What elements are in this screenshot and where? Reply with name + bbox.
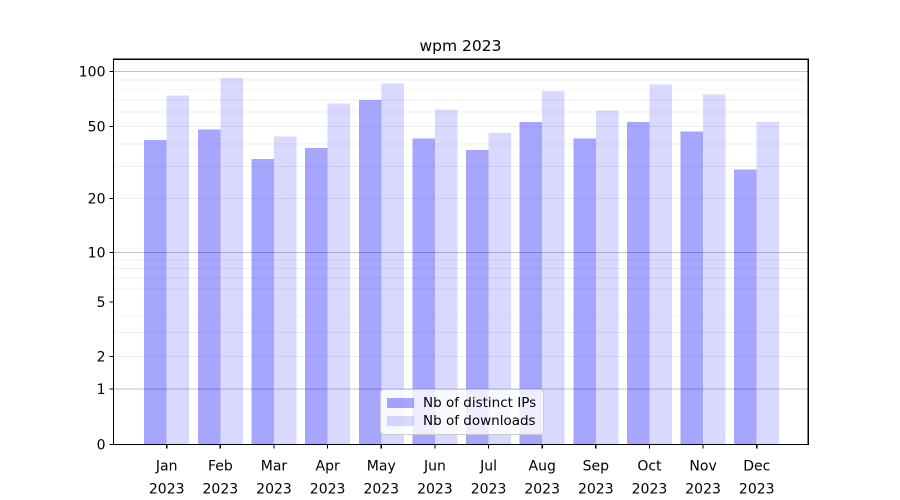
x-tick-label: Jun 2023 <box>417 459 453 498</box>
bar-downloads <box>166 95 190 445</box>
x-tick-label: Dec 2023 <box>739 459 775 498</box>
bar-downloads <box>595 110 619 445</box>
y-tick-label: 2 <box>97 350 106 366</box>
bar-distinct-ips <box>251 159 274 445</box>
x-tick-label: May 2023 <box>363 459 399 498</box>
legend-swatch-distinct-ips <box>387 398 414 408</box>
bar-distinct-ips <box>197 129 221 445</box>
chart-title: wpm 2023 <box>419 37 502 55</box>
legend-swatch-downloads <box>387 416 414 426</box>
y-tick-label: 1 <box>97 382 106 398</box>
bar-downloads <box>273 136 297 445</box>
x-tick-label: Jul 2023 <box>471 459 507 498</box>
bar-downloads <box>488 133 512 445</box>
bar-distinct-ips <box>519 121 543 445</box>
y-tick-label: 5 <box>97 295 106 311</box>
bar-distinct-ips <box>305 148 328 445</box>
bar-downloads <box>542 91 565 445</box>
x-tick-label: Jan 2023 <box>149 459 185 498</box>
bar-downloads <box>649 84 672 445</box>
bar-distinct-ips <box>734 169 757 445</box>
legend-label-distinct-ips: Nb of distinct IPs <box>423 395 537 411</box>
bar-downloads <box>220 78 243 445</box>
legend-item-downloads: Nb of downloads <box>387 413 536 430</box>
x-tick-label: Sep 2023 <box>578 459 614 498</box>
bar-distinct-ips <box>412 138 435 445</box>
bar-distinct-ips <box>144 140 167 445</box>
x-tick-label: Mar 2023 <box>256 459 292 498</box>
bar-distinct-ips <box>573 138 596 445</box>
bar-distinct-ips <box>626 121 650 445</box>
bar-downloads <box>434 109 458 445</box>
bar-distinct-ips <box>680 131 704 445</box>
legend-label-downloads: Nb of downloads <box>423 413 536 429</box>
bar-distinct-ips <box>466 150 489 445</box>
x-tick-label: Nov 2023 <box>685 459 721 498</box>
bar-downloads <box>381 83 404 445</box>
y-tick-label: 50 <box>88 120 106 136</box>
y-tick-label: 100 <box>79 65 106 81</box>
bar-distinct-ips <box>358 99 382 445</box>
bar-downloads <box>327 103 351 445</box>
x-tick-label: Aug 2023 <box>524 459 560 498</box>
y-tick-label: 20 <box>88 192 106 208</box>
legend: Nb of distinct IPs Nb of downloads <box>380 389 544 435</box>
bar-downloads <box>756 121 780 445</box>
bar-downloads <box>703 94 726 445</box>
x-tick-label: Oct 2023 <box>632 459 668 498</box>
y-tick-label: 10 <box>88 246 106 262</box>
x-tick-label: Feb 2023 <box>203 459 239 498</box>
x-tick-label: Apr 2023 <box>310 459 346 498</box>
legend-item-distinct-ips: Nb of distinct IPs <box>387 395 537 412</box>
y-tick-label: 0 <box>97 438 106 454</box>
